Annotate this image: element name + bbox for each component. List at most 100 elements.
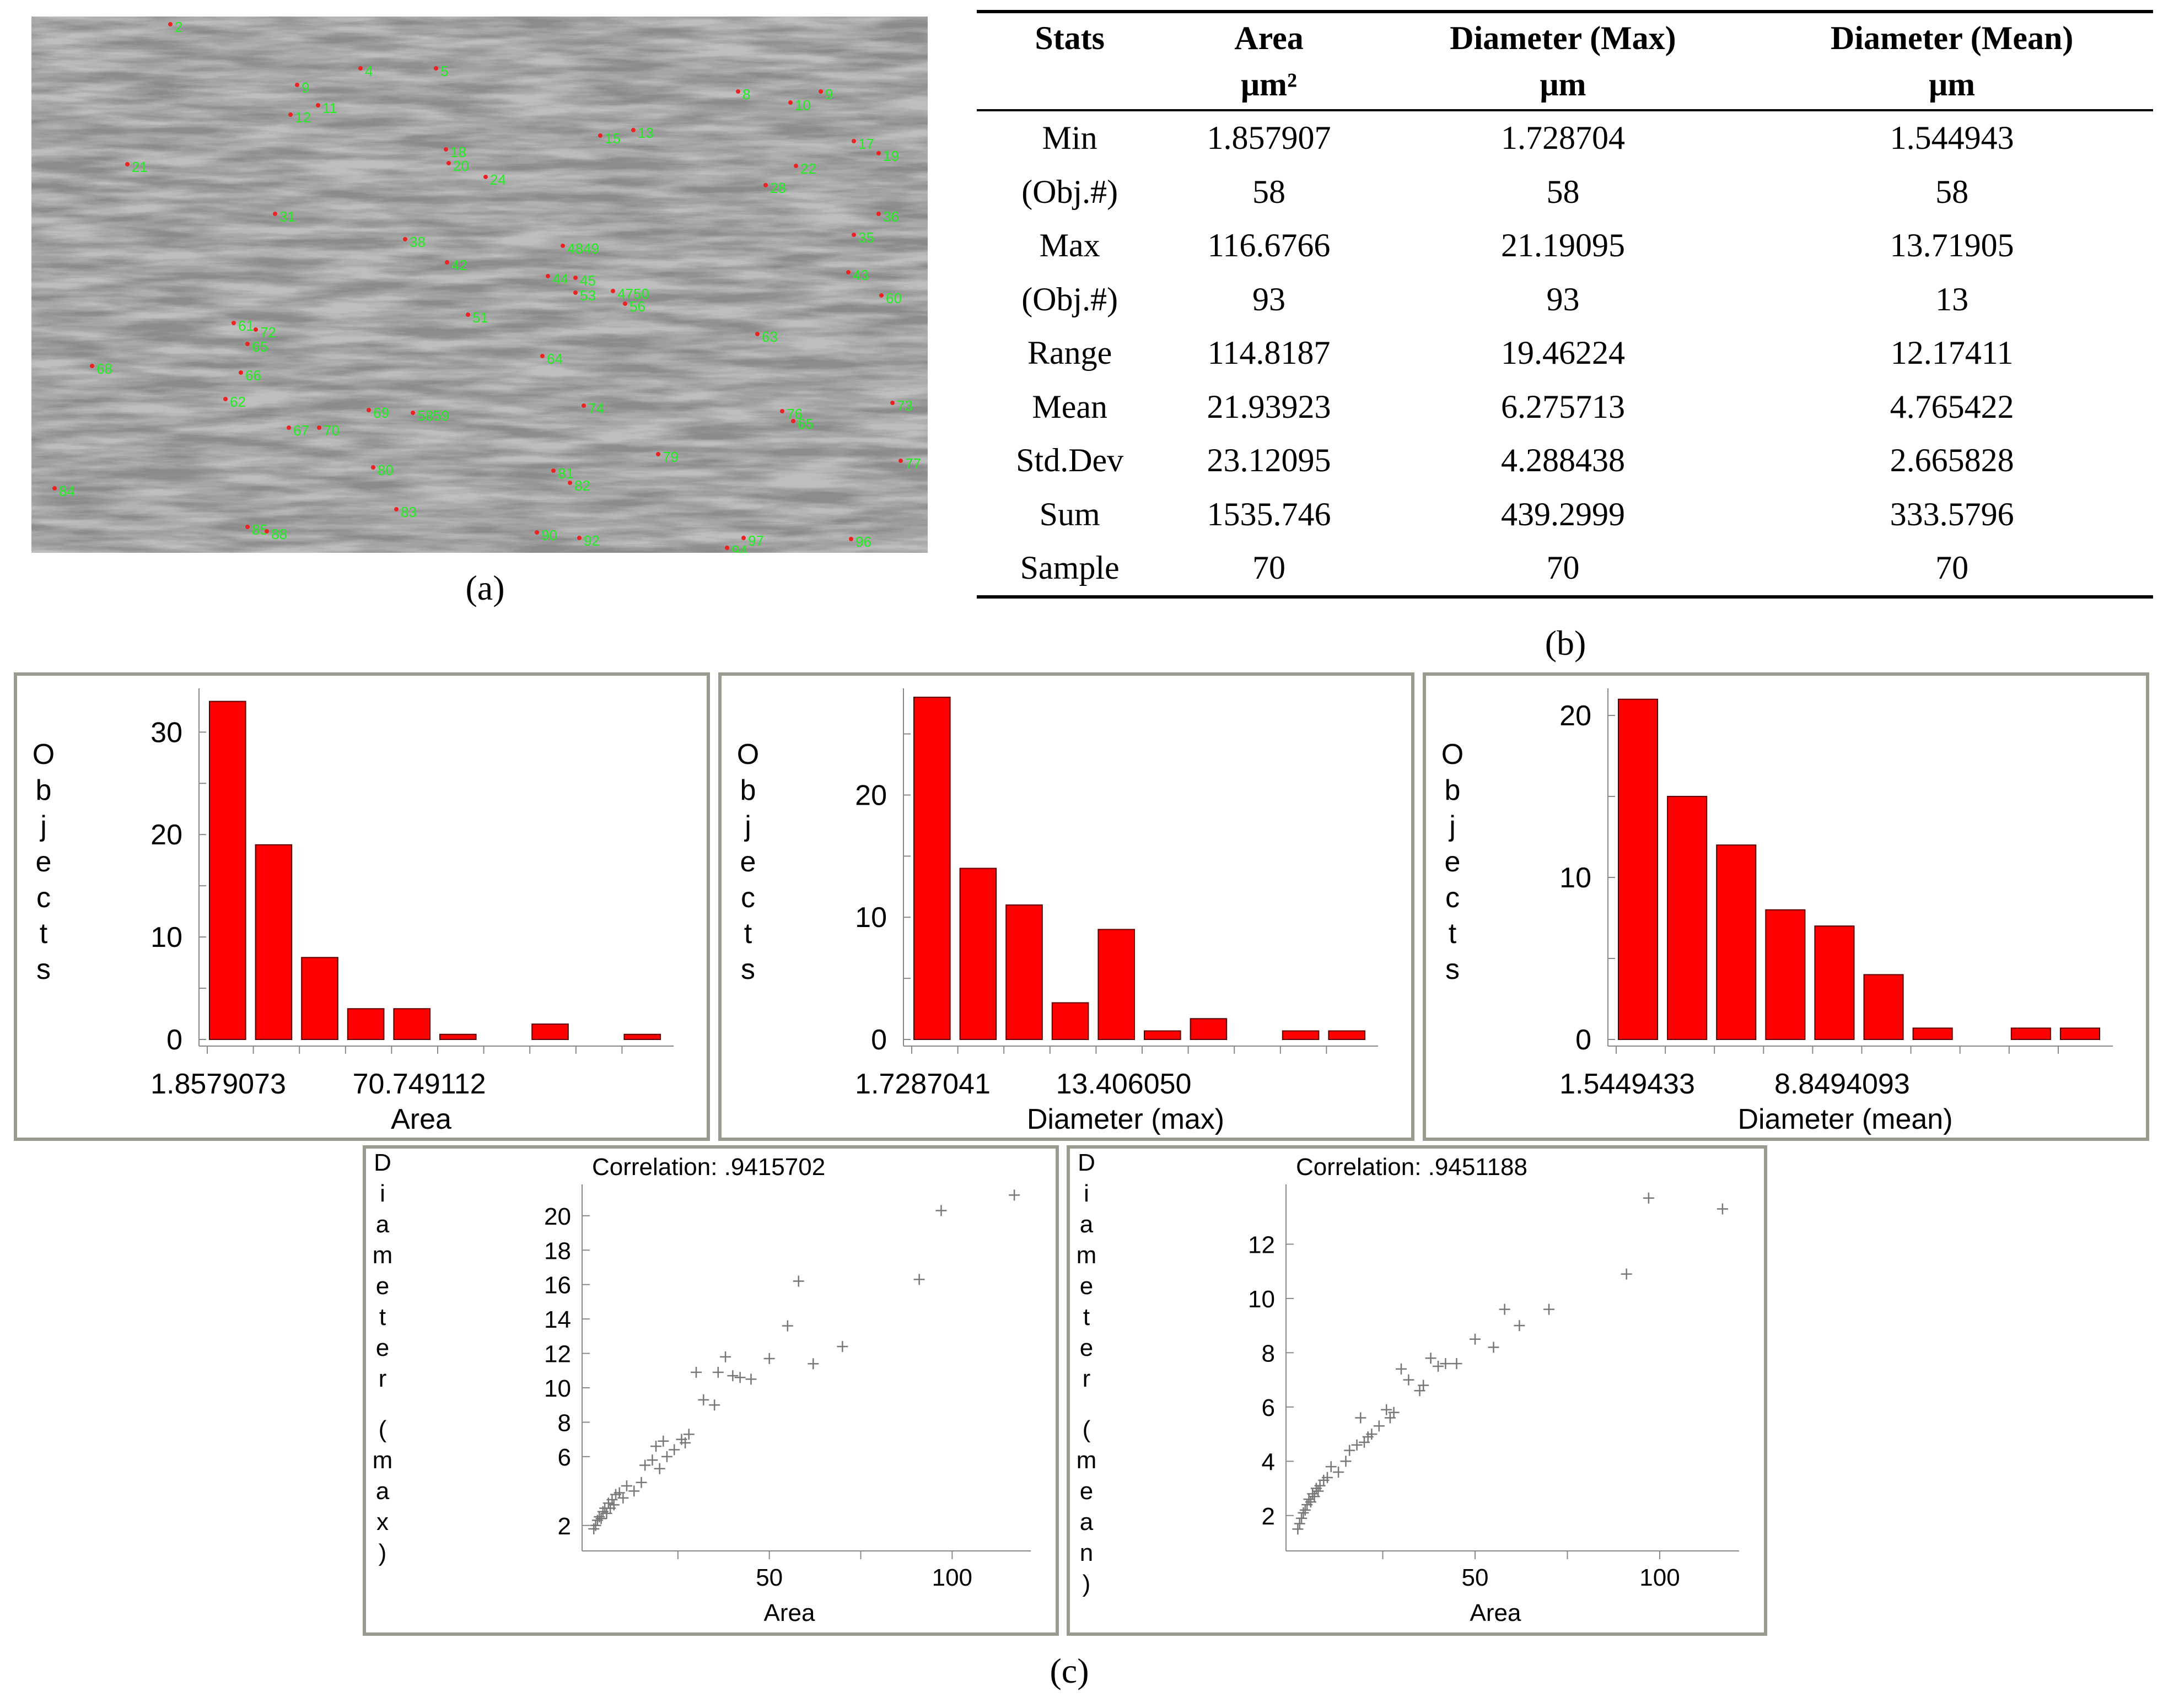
histogram-bar (2010, 1027, 2051, 1041)
particle-marker (316, 103, 320, 107)
y-tick-label: 8 (1262, 1340, 1275, 1367)
scatter-point (720, 1351, 731, 1362)
histogram-bar (1097, 929, 1136, 1040)
scatter-point (727, 1370, 739, 1382)
histogram-bar (1328, 1030, 1366, 1040)
table-cell: 2.665828 (1890, 442, 2014, 478)
table-cell: Min (1042, 120, 1097, 156)
scatter-point (1643, 1192, 1654, 1204)
caption-c: (c) (1050, 1651, 1089, 1690)
scatter-point (837, 1341, 848, 1353)
y-axis-label-char: D (374, 1149, 391, 1176)
y-tick-label: 20 (855, 779, 887, 811)
table-row: Sum 1535.746 439.2999 333.5796 (977, 488, 2153, 542)
particle-label: 96 (855, 534, 871, 550)
particle-label: 38 (410, 234, 426, 250)
x-axis-label: Area (764, 1599, 815, 1626)
particle-marker (288, 112, 293, 117)
particle-label: 44 (552, 271, 568, 287)
particle-label: 62 (230, 394, 246, 410)
unit-diameter-mean: μm (1751, 60, 2153, 111)
particle-marker (403, 237, 407, 241)
y-axis-label-char: r (1083, 1365, 1091, 1392)
y-tick-label: 10 (855, 902, 887, 934)
particle-label: 84 (59, 483, 75, 499)
y-tick-label: 4 (1262, 1448, 1275, 1475)
particle-label: 9 (302, 79, 309, 96)
scatter-point (1333, 1467, 1344, 1478)
particle-marker (125, 162, 130, 166)
particle-label: 18 (450, 144, 466, 160)
particle-marker (317, 425, 321, 430)
particle-marker (254, 327, 258, 332)
scatter-point (1499, 1303, 1510, 1315)
particle-label: 72 (260, 324, 276, 341)
x-tick-label: 8.8494093 (1774, 1068, 1910, 1100)
y-axis-label-char: e (376, 1334, 389, 1361)
x-axis-label: Diameter (max) (1027, 1103, 1224, 1135)
table-cell: 21.19095 (1500, 227, 1625, 263)
particle-marker (434, 66, 438, 71)
particle-marker (876, 151, 881, 155)
y-tick-label: 2 (558, 1513, 571, 1540)
x-tick-label: 50 (1462, 1564, 1489, 1591)
particle-label: 97 (748, 532, 764, 549)
y-tick-label: 12 (1248, 1231, 1275, 1258)
table-cell: (Obj.#) (1021, 173, 1118, 210)
table-cell: 58 (1935, 173, 1969, 210)
histogram-bar (1765, 909, 1806, 1041)
y-axis-label-char: c (741, 882, 755, 914)
y-tick-label: 10 (150, 922, 182, 953)
scatter-point (595, 1513, 607, 1524)
y-tick-label: 10 (544, 1375, 571, 1402)
scatter-point (808, 1358, 819, 1370)
particle-label: 8 (742, 86, 750, 103)
scatter-point (636, 1477, 647, 1488)
histogram-bar (255, 844, 293, 1040)
particle-marker (631, 128, 636, 132)
table-cell: 12.17411 (1890, 335, 2014, 371)
header-diameter-mean: Diameter (Mean) (1751, 10, 2153, 60)
caption-b: (b) (1545, 623, 1586, 662)
particle-label: 64 (547, 351, 563, 367)
particle-label: 43 (853, 267, 869, 283)
y-axis-label-char: ( (1083, 1416, 1091, 1443)
particle-marker (725, 546, 729, 550)
particle-label: 4849 (567, 240, 599, 257)
table-cell: 1.857907 (1207, 120, 1331, 156)
scatter-point (1433, 1361, 1444, 1372)
particle-label: 31 (279, 208, 295, 225)
y-tick-label: 16 (544, 1272, 571, 1299)
header-area: Area (1163, 10, 1375, 60)
y-axis-label-char: ( (379, 1416, 387, 1443)
particle-marker (573, 276, 578, 280)
particle-label: 77 (905, 455, 921, 472)
scatter-point (782, 1320, 793, 1332)
particle-marker (445, 260, 449, 265)
particle-marker (573, 290, 578, 295)
particle-label: 56 (629, 298, 645, 315)
particle-label: 4750 (617, 285, 649, 302)
scatter-point (1325, 1461, 1337, 1473)
particle-marker (879, 293, 884, 298)
histogram-bar (959, 868, 997, 1040)
particle-marker (561, 244, 565, 248)
particle-label: 19 (883, 148, 899, 164)
table-cell: 1.728704 (1500, 120, 1625, 156)
histogram-bar (1863, 974, 1904, 1040)
particle-marker (483, 175, 488, 179)
particle-marker (273, 212, 277, 216)
particle-marker (577, 536, 582, 540)
scatter-diameter-max-panel: Correlation: .9415702 2 6 8 10 12 14 16 18 20 50 10… (363, 1145, 1059, 1636)
y-axis-label-char: m (373, 1447, 393, 1474)
y-axis-label-char: e (1080, 1273, 1093, 1300)
scatter-point (650, 1441, 662, 1452)
scatter-point (1340, 1456, 1352, 1467)
particle-marker (551, 468, 556, 473)
table-cell: 93 (1252, 281, 1285, 317)
y-axis-label-char: a (1080, 1508, 1094, 1535)
table-cell: Max (1039, 227, 1100, 263)
